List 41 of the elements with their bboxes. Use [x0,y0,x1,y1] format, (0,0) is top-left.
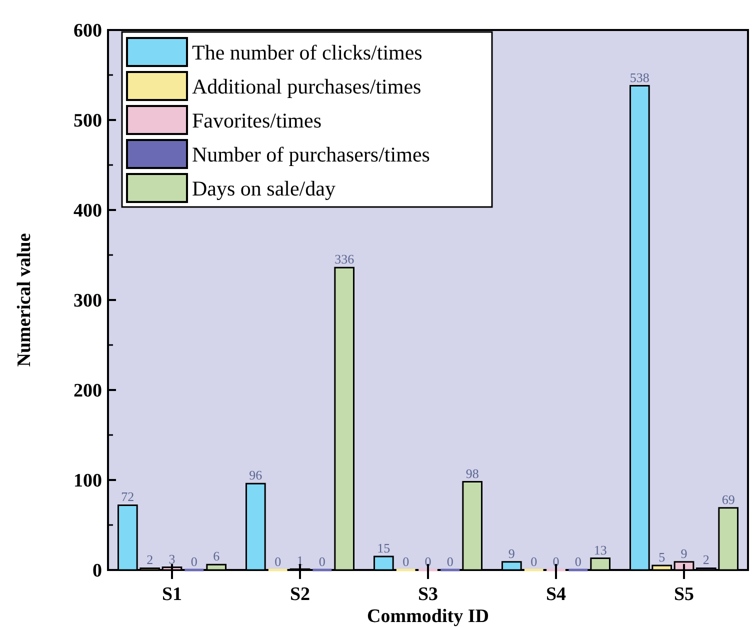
data-label: 72 [121,489,134,504]
data-label: 538 [630,70,650,85]
legend-label: Favorites/times [192,108,322,132]
y-tick-label: 400 [74,200,102,222]
y-tick-label: 200 [74,380,102,402]
data-label: 9 [680,546,688,561]
data-label: 15 [377,540,390,556]
data-label: 0 [274,554,282,569]
x-tick-label: S2 [290,584,310,605]
data-label: 0 [318,554,326,569]
legend-label: The number of clicks/times [192,40,422,64]
data-label: 3 [168,551,176,566]
x-axis-title: Commodity ID [367,606,489,627]
x-tick-label: S1 [162,584,182,605]
y-tick-label: 100 [74,470,102,492]
y-tick-label: 600 [74,20,102,42]
data-label: 2 [702,552,710,568]
y-tick-label: 0 [92,560,102,582]
legend-label: Days on sale/day [192,176,336,200]
legend-label: Additional purchases/times [192,74,422,98]
data-label: 5 [658,550,666,564]
data-label: 98 [466,466,479,481]
x-tick-label: S4 [546,584,567,605]
data-label: 336 [334,252,355,267]
data-label: 9 [508,546,515,561]
x-tick-label: S5 [674,584,694,605]
y-tick-label: 300 [74,290,102,312]
data-label: 0 [190,554,198,569]
data-label: 6 [213,548,220,564]
data-label: 0 [574,554,582,569]
x-tick-label: S3 [418,584,438,605]
y-axis-title: Numerical value [14,233,35,367]
legend-label: Number of purchasers/times [192,142,430,166]
data-label: 0 [530,554,538,569]
y-tick-label: 500 [74,110,102,132]
data-label: 69 [722,492,735,507]
data-label: 2 [146,552,154,568]
data-label: 0 [446,554,454,569]
data-label: 13 [594,542,607,558]
data-label: 0 [402,554,410,569]
data-label: 96 [249,468,263,483]
